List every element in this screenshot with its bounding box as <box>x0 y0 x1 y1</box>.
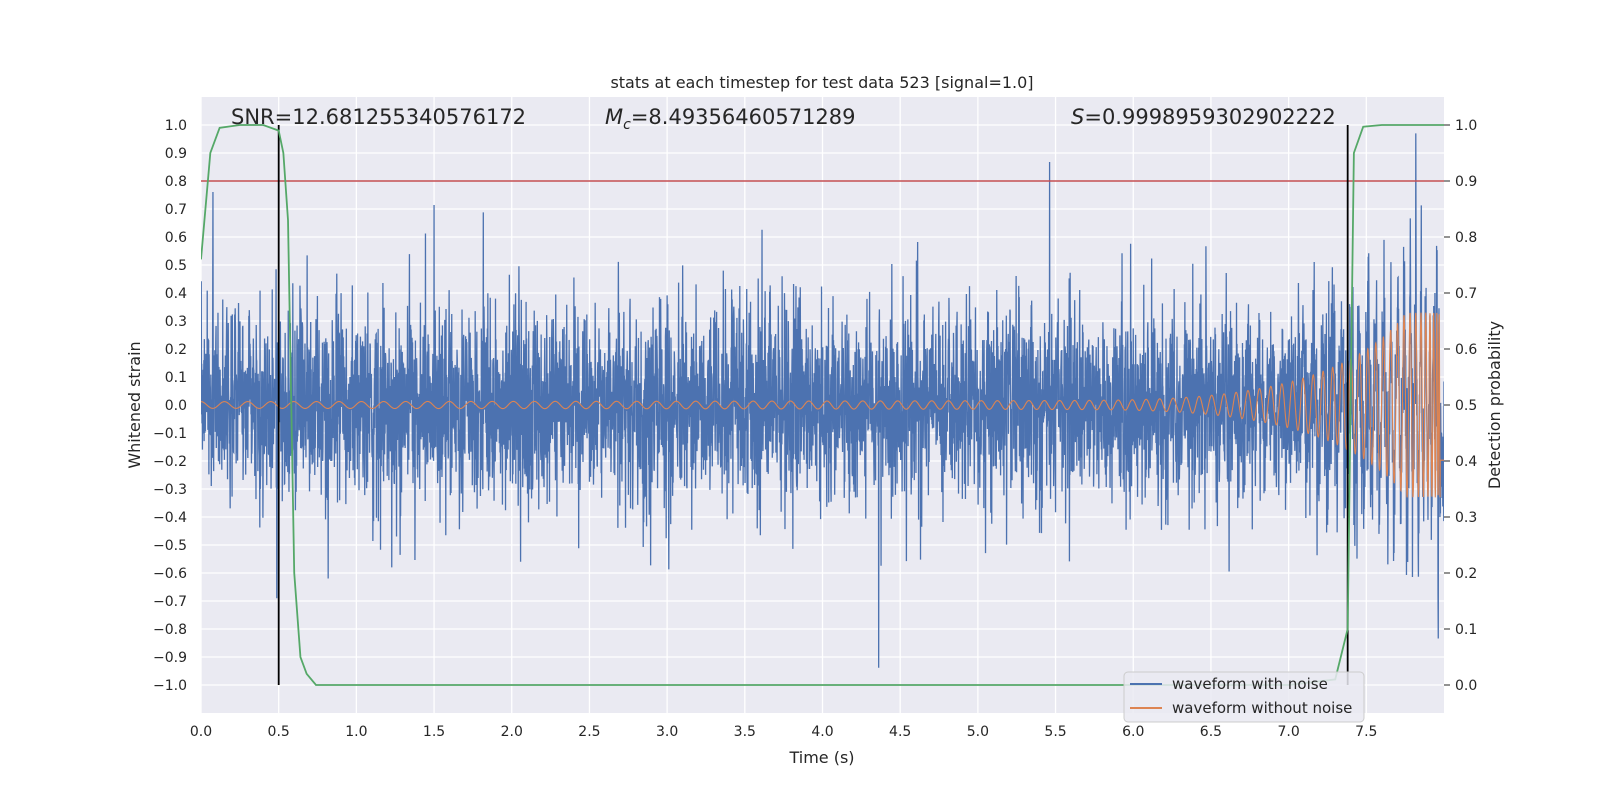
y-tick-label: −0.6 <box>153 566 187 582</box>
y2-tick-label: 0.7 <box>1455 286 1477 302</box>
y2-axis-label: Detection probability <box>1485 321 1504 489</box>
y-tick-label: 0.8 <box>165 174 187 190</box>
x-tick-label: 0.0 <box>190 724 212 740</box>
y2-tick-label: 0.8 <box>1455 230 1477 246</box>
y-tick-label: −0.8 <box>153 622 187 638</box>
legend-label-waveform-with-noise: waveform with noise <box>1172 675 1328 693</box>
x-tick-label: 5.0 <box>967 724 989 740</box>
x-tick-label: 0.5 <box>268 724 290 740</box>
x-tick-label: 2.5 <box>578 724 600 740</box>
x-tick-label: 7.0 <box>1277 724 1299 740</box>
legend: waveform with noise waveform without noi… <box>1123 671 1365 723</box>
x-axis-ticks: 0.0 0.5 1.0 1.5 2.0 2.5 3.0 3.5 4.0 4.5 5.0 5.5 6.0 6… <box>190 724 1378 740</box>
y-tick-label: 0.5 <box>165 258 187 274</box>
y-tick-label: 0.7 <box>165 202 187 218</box>
y-tick-label: 0.0 <box>165 398 187 414</box>
y2-tick-label: 0.5 <box>1455 398 1477 414</box>
x-tick-label: 6.5 <box>1200 724 1222 740</box>
y2-tick-label: 0.1 <box>1455 622 1477 638</box>
x-tick-label: 5.5 <box>1044 724 1066 740</box>
y2-axis-ticks: 1.0 0.9 0.8 0.7 0.6 0.5 0.4 0.3 0.2 0.1 0.0 <box>1444 118 1477 694</box>
chirp-mass-value: =8.49356460571289 <box>631 105 856 129</box>
score-annotation: S=0.9998959302902222 <box>1071 105 1336 129</box>
x-axis-label: Time (s) <box>788 748 854 767</box>
y-tick-label: 0.4 <box>165 286 187 302</box>
score-value: =0.9998959302902222 <box>1084 105 1335 129</box>
series-waveform-without-noise <box>201 312 1444 498</box>
y2-tick-label: 0.9 <box>1455 174 1477 190</box>
x-tick-label: 4.0 <box>811 724 833 740</box>
chirp-mass-symbol: M <box>605 105 623 129</box>
y-tick-label: −1.0 <box>153 678 187 694</box>
y-tick-label: 1.0 <box>165 118 187 134</box>
y2-tick-label: 0.2 <box>1455 566 1477 582</box>
y-tick-label: −0.4 <box>153 510 187 526</box>
y2-tick-label: 0.4 <box>1455 454 1477 470</box>
x-tick-label: 7.5 <box>1355 724 1377 740</box>
y-axis-ticks: 1.0 0.9 0.8 0.7 0.6 0.5 0.4 0.3 0.2 0.1 0.0 −0.1 −0.… <box>153 118 187 694</box>
y2-tick-label: 0.6 <box>1455 342 1477 358</box>
series-detection-probability <box>201 124 1444 686</box>
x-tick-label: 1.0 <box>345 724 367 740</box>
y-tick-label: −0.3 <box>153 482 187 498</box>
y-tick-label: −0.2 <box>153 454 187 470</box>
chart-title: stats at each timestep for test data 523… <box>610 73 1033 92</box>
score-symbol: S <box>1071 105 1084 129</box>
x-tick-label: 4.5 <box>889 724 911 740</box>
y-tick-label: −0.5 <box>153 538 187 554</box>
y-tick-label: 0.9 <box>165 146 187 162</box>
y-tick-label: −0.7 <box>153 594 187 610</box>
x-tick-label: 3.0 <box>656 724 678 740</box>
y2-tick-label: 0.0 <box>1455 678 1477 694</box>
legend-label-waveform-without-noise: waveform without noise <box>1172 699 1352 717</box>
y-tick-label: 0.1 <box>165 370 187 386</box>
x-tick-label: 2.0 <box>501 724 523 740</box>
y2-tick-label: 1.0 <box>1455 118 1477 134</box>
y-tick-label: 0.3 <box>165 314 187 330</box>
x-tick-label: 6.0 <box>1122 724 1144 740</box>
y-axis-label: Whitened strain <box>125 341 144 468</box>
y-tick-label: −0.1 <box>153 426 187 442</box>
y-tick-label: 0.2 <box>165 342 187 358</box>
chirp-mass-subscript: c <box>623 117 631 133</box>
snr-annotation: SNR=12.681255340576172 <box>231 105 526 129</box>
x-tick-label: 3.5 <box>734 724 756 740</box>
legend-box <box>1123 671 1365 723</box>
y2-tick-label: 0.3 <box>1455 510 1477 526</box>
y-tick-label: −0.9 <box>153 650 187 666</box>
y-tick-label: 0.6 <box>165 230 187 246</box>
chirp-mass-annotation: Mc=8.49356460571289 <box>605 105 856 133</box>
x-tick-label: 1.5 <box>423 724 445 740</box>
series-waveform-with-noise <box>201 133 1444 668</box>
